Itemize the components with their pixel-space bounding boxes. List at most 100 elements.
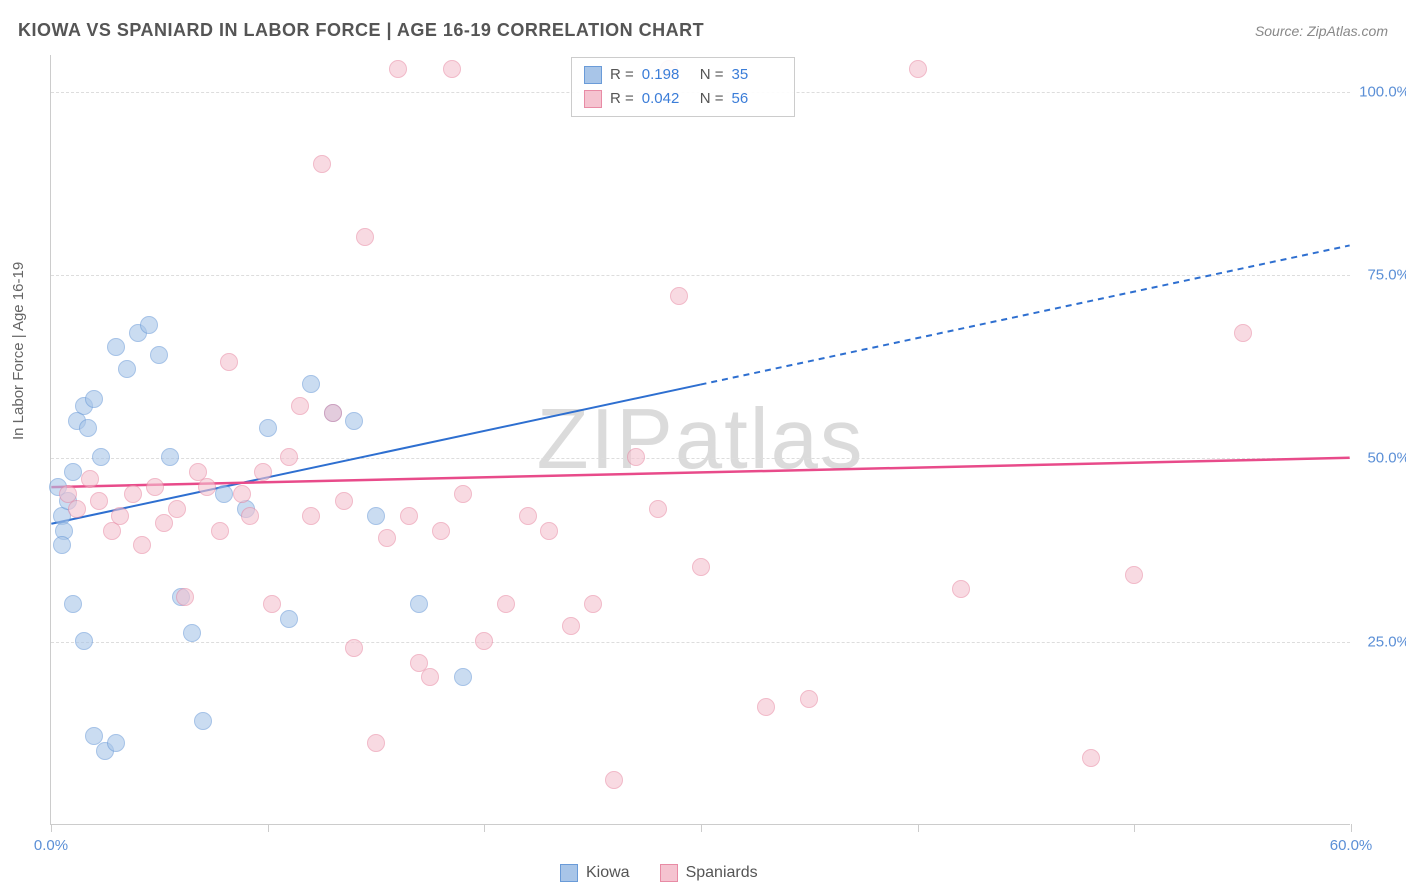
- data-point: [280, 448, 298, 466]
- gridline: [51, 458, 1350, 459]
- legend-swatch: [584, 66, 602, 84]
- data-point: [367, 734, 385, 752]
- n-label: N =: [700, 87, 724, 111]
- legend-label: Kiowa: [586, 864, 630, 882]
- data-point: [79, 419, 97, 437]
- legend-swatch: [584, 90, 602, 108]
- data-point: [90, 492, 108, 510]
- n-value: 35: [732, 63, 782, 87]
- data-point: [389, 60, 407, 78]
- x-tick: [1351, 824, 1352, 832]
- data-point: [85, 390, 103, 408]
- y-tick-label: 75.0%: [1367, 267, 1406, 284]
- data-point: [150, 346, 168, 364]
- data-point: [215, 485, 233, 503]
- data-point: [313, 155, 331, 173]
- legend-stats-row: R = 0.198 N = 35: [584, 63, 782, 87]
- source-label: Source: ZipAtlas.com: [1255, 23, 1388, 39]
- data-point: [692, 558, 710, 576]
- data-point: [649, 500, 667, 518]
- data-point: [670, 287, 688, 305]
- data-point: [168, 500, 186, 518]
- data-point: [194, 712, 212, 730]
- data-point: [64, 463, 82, 481]
- data-point: [421, 668, 439, 686]
- data-point: [133, 536, 151, 554]
- data-point: [254, 463, 272, 481]
- x-tick-label: 60.0%: [1330, 837, 1373, 854]
- data-point: [140, 316, 158, 334]
- x-tick: [1134, 824, 1135, 832]
- legend-stats: R = 0.198 N = 35 R = 0.042 N = 56: [571, 57, 795, 117]
- watermark: ZIPatlas: [537, 391, 865, 489]
- x-tick: [701, 824, 702, 832]
- data-point: [81, 470, 99, 488]
- data-point: [1082, 749, 1100, 767]
- x-tick: [918, 824, 919, 832]
- data-point: [176, 588, 194, 606]
- data-point: [146, 478, 164, 496]
- data-point: [540, 522, 558, 540]
- data-point: [302, 507, 320, 525]
- data-point: [53, 536, 71, 554]
- data-point: [75, 632, 93, 650]
- data-point: [410, 595, 428, 613]
- data-point: [291, 397, 309, 415]
- data-point: [605, 771, 623, 789]
- y-axis-label: In Labor Force | Age 16-19: [10, 262, 27, 440]
- data-point: [124, 485, 142, 503]
- y-tick-label: 100.0%: [1359, 83, 1406, 100]
- legend-item: Kiowa: [560, 864, 630, 882]
- data-point: [345, 412, 363, 430]
- x-tick: [51, 824, 52, 832]
- data-point: [211, 522, 229, 540]
- n-value: 56: [732, 87, 782, 111]
- data-point: [519, 507, 537, 525]
- data-point: [335, 492, 353, 510]
- data-point: [64, 595, 82, 613]
- data-point: [475, 632, 493, 650]
- legend-swatch: [560, 864, 578, 882]
- data-point: [241, 507, 259, 525]
- data-point: [497, 595, 515, 613]
- data-point: [220, 353, 238, 371]
- data-point: [800, 690, 818, 708]
- data-point: [161, 448, 179, 466]
- data-point: [111, 507, 129, 525]
- data-point: [302, 375, 320, 393]
- data-point: [183, 624, 201, 642]
- data-point: [92, 448, 110, 466]
- r-value: 0.042: [642, 87, 692, 111]
- data-point: [233, 485, 251, 503]
- data-point: [909, 60, 927, 78]
- data-point: [345, 639, 363, 657]
- data-point: [952, 580, 970, 598]
- x-tick: [268, 824, 269, 832]
- legend-stats-row: R = 0.042 N = 56: [584, 87, 782, 111]
- data-point: [367, 507, 385, 525]
- data-point: [757, 698, 775, 716]
- data-point: [562, 617, 580, 635]
- data-point: [198, 478, 216, 496]
- data-point: [432, 522, 450, 540]
- data-point: [155, 514, 173, 532]
- chart-title: KIOWA VS SPANIARD IN LABOR FORCE | AGE 1…: [18, 20, 704, 41]
- x-tick: [484, 824, 485, 832]
- data-point: [584, 595, 602, 613]
- legend-label: Spaniards: [686, 864, 758, 882]
- data-point: [356, 228, 374, 246]
- data-point: [280, 610, 298, 628]
- gridline: [51, 275, 1350, 276]
- data-point: [1234, 324, 1252, 342]
- legend-bottom: Kiowa Spaniards: [560, 864, 758, 882]
- data-point: [1125, 566, 1143, 584]
- gridline: [51, 642, 1350, 643]
- legend-item: Spaniards: [660, 864, 758, 882]
- r-label: R =: [610, 63, 634, 87]
- r-value: 0.198: [642, 63, 692, 87]
- chart-header: KIOWA VS SPANIARD IN LABOR FORCE | AGE 1…: [18, 20, 1388, 41]
- scatter-chart: ZIPatlas 25.0%50.0%75.0%100.0%0.0%60.0% …: [50, 55, 1350, 825]
- n-label: N =: [700, 63, 724, 87]
- trend-lines: [51, 55, 1350, 824]
- data-point: [263, 595, 281, 613]
